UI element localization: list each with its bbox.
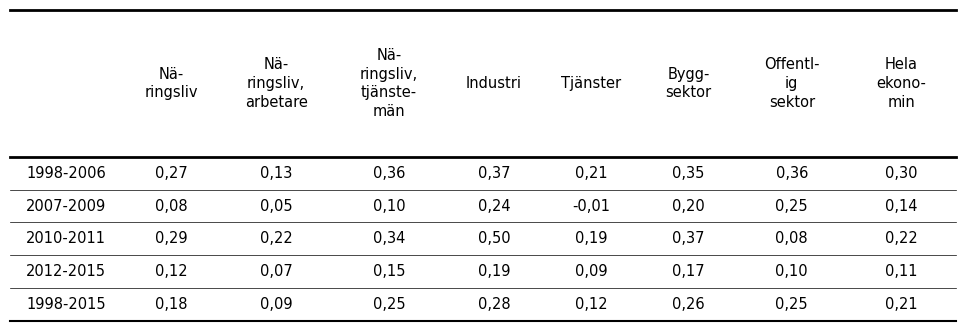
- Text: Bygg-
sektor: Bygg- sektor: [666, 67, 711, 100]
- Text: 0,14: 0,14: [885, 199, 918, 213]
- Text: 0,25: 0,25: [373, 297, 406, 312]
- Text: 0,25: 0,25: [776, 297, 809, 312]
- Text: -0,01: -0,01: [572, 199, 611, 213]
- Text: 0,13: 0,13: [260, 166, 293, 181]
- Text: 0,21: 0,21: [575, 166, 608, 181]
- Text: 1998-2015: 1998-2015: [26, 297, 106, 312]
- Text: 0,50: 0,50: [477, 231, 510, 246]
- Text: 0,22: 0,22: [260, 231, 293, 246]
- Text: 0,37: 0,37: [672, 231, 704, 246]
- Text: 0,37: 0,37: [478, 166, 510, 181]
- Text: 0,15: 0,15: [373, 264, 405, 279]
- Text: 0,35: 0,35: [672, 166, 704, 181]
- Text: 0,12: 0,12: [575, 297, 608, 312]
- Text: 0,09: 0,09: [260, 297, 293, 312]
- Text: Offentl-
ig
sektor: Offentl- ig sektor: [764, 57, 819, 110]
- Text: 2010-2011: 2010-2011: [26, 231, 106, 246]
- Text: Nä-
ringsliv: Nä- ringsliv: [144, 67, 198, 100]
- Text: 0,18: 0,18: [155, 297, 187, 312]
- Text: 0,28: 0,28: [477, 297, 510, 312]
- Text: 1998-2006: 1998-2006: [26, 166, 106, 181]
- Text: Tjänster: Tjänster: [561, 76, 621, 91]
- Text: 0,20: 0,20: [672, 199, 705, 213]
- Text: 0,19: 0,19: [478, 264, 510, 279]
- Text: 0,11: 0,11: [885, 264, 918, 279]
- Text: 0,10: 0,10: [373, 199, 406, 213]
- Text: Nä-
ringsliv,
arbetare: Nä- ringsliv, arbetare: [244, 57, 307, 110]
- Text: 0,34: 0,34: [373, 231, 405, 246]
- Text: 0,26: 0,26: [672, 297, 704, 312]
- Text: 0,08: 0,08: [776, 231, 809, 246]
- Text: Hela
ekono-
min: Hela ekono- min: [876, 57, 926, 110]
- Text: Industri: Industri: [466, 76, 522, 91]
- Text: 0,36: 0,36: [776, 166, 808, 181]
- Text: 0,27: 0,27: [155, 166, 187, 181]
- Text: 2007-2009: 2007-2009: [26, 199, 106, 213]
- Text: 0,30: 0,30: [885, 166, 918, 181]
- Text: 0,17: 0,17: [672, 264, 704, 279]
- Text: 0,12: 0,12: [155, 264, 187, 279]
- Text: 0,19: 0,19: [575, 231, 608, 246]
- Text: 0,05: 0,05: [260, 199, 293, 213]
- Text: 0,24: 0,24: [477, 199, 510, 213]
- Text: 0,36: 0,36: [373, 166, 405, 181]
- Text: 0,25: 0,25: [776, 199, 809, 213]
- Text: 0,09: 0,09: [575, 264, 608, 279]
- Text: Nä-
ringsliv,
tjänste-
män: Nä- ringsliv, tjänste- män: [360, 48, 418, 119]
- Text: 0,07: 0,07: [260, 264, 293, 279]
- Text: 0,29: 0,29: [155, 231, 187, 246]
- Text: 0,22: 0,22: [885, 231, 918, 246]
- Text: 0,10: 0,10: [776, 264, 809, 279]
- Text: 2012-2015: 2012-2015: [26, 264, 106, 279]
- Text: 0,08: 0,08: [155, 199, 187, 213]
- Text: 0,21: 0,21: [885, 297, 918, 312]
